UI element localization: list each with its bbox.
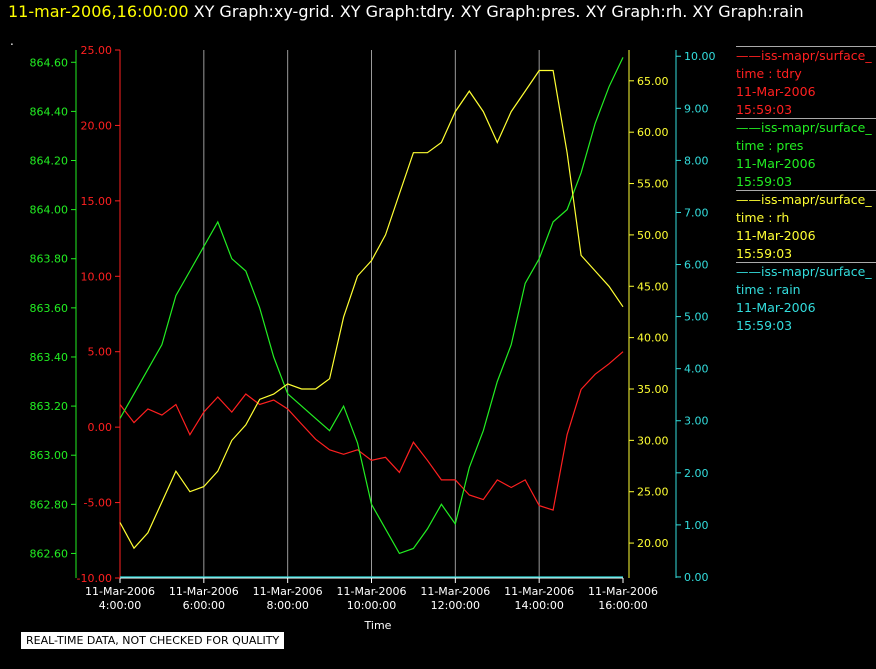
rain-axis-tick-label: 8.00 (684, 154, 709, 167)
legend-date: 11-Mar-2006 (736, 228, 816, 243)
x-tick-label-date: 11-Mar-2006 (85, 585, 155, 598)
header-timestamp: 11-mar-2006,16:00:00 (8, 2, 189, 21)
x-tick-label-time: 12:00:00 (431, 599, 480, 612)
chart-header: 11-mar-2006,16:00:00 XY Graph:xy-grid. X… (8, 2, 804, 21)
rain-axis-tick-label: 0.00 (684, 571, 709, 584)
rain-axis-tick-label: 5.00 (684, 311, 709, 324)
legend-item-rain[interactable]: ——iss-mapr/surface_ time : rain 11-Mar-2… (736, 262, 876, 334)
pres-axis-tick-label: 864.20 (30, 155, 69, 168)
x-grid (203, 50, 540, 578)
legend-time: 15:59:03 (736, 246, 793, 261)
axes: 11-Mar-20064:00:0011-Mar-20066:00:0011-M… (30, 44, 716, 612)
legend-item-pres[interactable]: ——iss-mapr/surface_ time : pres 11-Mar-2… (736, 118, 876, 190)
pres-axis-tick-label: 864.60 (30, 56, 69, 69)
legend-time: 15:59:03 (736, 174, 793, 189)
header-graph-titles: XY Graph:xy-grid. XY Graph:tdry. XY Grap… (193, 2, 804, 21)
tdry-axis-tick-label: 5.00 (88, 346, 113, 359)
legend-series-name: ——iss-mapr/surface_ (736, 190, 876, 209)
tdry-axis-tick-label: 10.00 (81, 270, 113, 283)
legend-date: 11-Mar-2006 (736, 84, 816, 99)
legend-time: 15:59:03 (736, 318, 793, 333)
pres-axis-tick-label: 862.80 (30, 498, 69, 511)
rain-axis-tick-label: 4.00 (684, 363, 709, 376)
rh-axis-tick-label: 35.00 (637, 383, 669, 396)
rain-axis-tick-label: 3.00 (684, 415, 709, 428)
pres-axis-tick-label: 864.00 (30, 204, 69, 217)
pres-axis-tick-label: 863.40 (30, 351, 69, 364)
x-tick-label-date: 11-Mar-2006 (420, 585, 490, 598)
legend-variable: time : tdry (736, 66, 802, 81)
rain-axis-tick-label: 9.00 (684, 102, 709, 115)
legend-variable: time : pres (736, 138, 804, 153)
header-dot: . (10, 34, 14, 48)
legend-item-tdry[interactable]: ——iss-mapr/surface_ time : tdry 11-Mar-2… (736, 46, 876, 118)
tdry-axis-tick-label: 20.00 (81, 119, 113, 132)
x-tick-label-time: 8:00:00 (266, 599, 308, 612)
tdry-axis-tick-label: 25.00 (81, 44, 113, 57)
legend-series-name: ——iss-mapr/surface_ (736, 46, 876, 65)
pres-axis-tick-label: 864.40 (30, 105, 69, 118)
x-tick-label-date: 11-Mar-2006 (169, 585, 239, 598)
rh-axis-tick-label: 20.00 (637, 537, 669, 550)
legend: ——iss-mapr/surface_ time : tdry 11-Mar-2… (736, 46, 876, 334)
x-axis-label: Time (364, 619, 392, 632)
rh-axis-tick-label: 30.00 (637, 434, 669, 447)
x-tick-label-time: 14:00:00 (514, 599, 563, 612)
tdry-axis-tick-label: -10.00 (77, 572, 112, 585)
rain-axis-tick-label: 7.00 (684, 206, 709, 219)
rh-axis-tick-label: 60.00 (637, 126, 669, 139)
x-tick-label-date: 11-Mar-2006 (504, 585, 574, 598)
legend-series-name: ——iss-mapr/surface_ (736, 262, 876, 281)
x-tick-label-date: 11-Mar-2006 (337, 585, 407, 598)
x-tick-label-time: 6:00:00 (183, 599, 225, 612)
rain-axis-tick-label: 2.00 (684, 467, 709, 480)
tdry-axis-tick-label: -5.00 (84, 497, 112, 510)
legend-date: 11-Mar-2006 (736, 156, 816, 171)
legend-variable: time : rh (736, 210, 790, 225)
legend-item-rh[interactable]: ——iss-mapr/surface_ time : rh 11-Mar-200… (736, 190, 876, 262)
pres-axis-tick-label: 863.00 (30, 449, 69, 462)
pres-axis-tick-label: 863.20 (30, 400, 69, 413)
series-line-tdry (119, 351, 624, 511)
rh-axis-tick-label: 25.00 (637, 486, 669, 499)
rh-axis-tick-label: 50.00 (637, 229, 669, 242)
tdry-axis-tick-label: 15.00 (81, 195, 113, 208)
rh-axis-tick-label: 45.00 (637, 280, 669, 293)
legend-variable: time : rain (736, 282, 801, 297)
rain-axis-tick-label: 1.00 (684, 519, 709, 532)
tdry-axis-tick-label: 0.00 (88, 421, 113, 434)
quality-disclaimer: REAL-TIME DATA, NOT CHECKED FOR QUALITY (20, 631, 286, 650)
series-line-pres (119, 57, 624, 555)
rh-axis-tick-label: 40.00 (637, 332, 669, 345)
legend-time: 15:59:03 (736, 102, 793, 117)
x-tick-label-date: 11-Mar-2006 (253, 585, 323, 598)
x-tick-label-time: 4:00:00 (99, 599, 141, 612)
rh-axis-tick-label: 65.00 (637, 75, 669, 88)
x-tick-label-date: 11-Mar-2006 (588, 585, 658, 598)
x-tick-label-time: 16:00:00 (598, 599, 647, 612)
legend-series-name: ——iss-mapr/surface_ (736, 118, 876, 137)
pres-axis-tick-label: 863.60 (30, 302, 69, 315)
rh-axis-tick-label: 55.00 (637, 178, 669, 191)
x-tick-label-time: 10:00:00 (347, 599, 396, 612)
pres-axis-tick-label: 862.60 (30, 547, 69, 560)
rain-axis-tick-label: 10.00 (684, 50, 716, 63)
series-line-rh (119, 69, 624, 550)
pres-axis-tick-label: 863.80 (30, 253, 69, 266)
legend-date: 11-Mar-2006 (736, 300, 816, 315)
series-lines (119, 57, 624, 578)
rain-axis-tick-label: 6.00 (684, 259, 709, 272)
